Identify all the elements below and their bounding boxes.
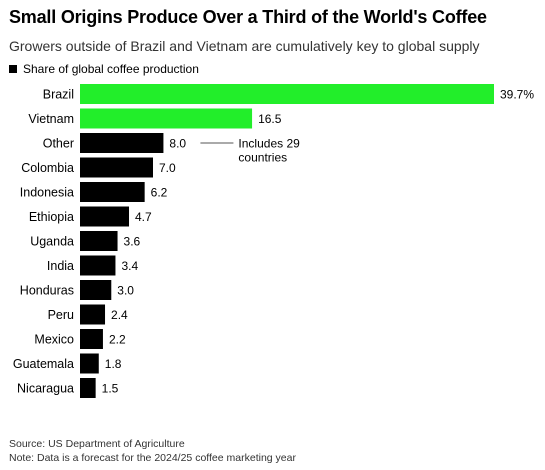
footer: Source: US Department of Agriculture Not… [9, 438, 296, 465]
value-label-other: 8.0 [169, 137, 186, 151]
category-label-guatemala: Guatemala [13, 357, 74, 371]
annotation-text: Includes 29 [238, 137, 300, 151]
value-label-uganda: 3.6 [124, 235, 141, 249]
annotation-text: countries [238, 151, 287, 165]
value-label-indonesia: 6.2 [151, 186, 168, 200]
value-label-colombia: 7.0 [159, 161, 176, 175]
category-label-mexico: Mexico [34, 333, 74, 347]
category-label-india: India [47, 259, 74, 273]
legend-label: Share of global coffee production [23, 62, 199, 76]
bar-nicaragua [80, 378, 96, 398]
bar-indonesia [80, 182, 145, 202]
bar-vietnam [80, 108, 253, 129]
category-label-vietnam: Vietnam [28, 112, 74, 126]
category-label-nicaragua: Nicaragua [17, 382, 74, 396]
value-label-mexico: 2.2 [109, 333, 126, 347]
legend: Share of global coffee production [9, 62, 199, 76]
chart-subtitle: Growers outside of Brazil and Vietnam ar… [9, 38, 480, 54]
chart-title: Small Origins Produce Over a Third of th… [9, 7, 487, 27]
bar-other [80, 133, 164, 153]
value-label-honduras: 3.0 [117, 284, 134, 298]
category-label-uganda: Uganda [30, 235, 74, 249]
category-label-brazil: Brazil [43, 88, 74, 102]
bar-brazil [80, 84, 494, 104]
category-label-other: Other [43, 137, 74, 151]
bar-uganda [80, 231, 118, 251]
value-label-ethiopia: 4.7 [135, 210, 152, 224]
bar-honduras [80, 280, 112, 300]
bar-guatemala [80, 353, 99, 374]
value-label-vietnam: 16.5 [258, 112, 282, 126]
category-label-ethiopia: Ethiopia [29, 210, 74, 224]
bar-chart: Brazil 39.7% Vietnam 16.5 Other 8.0 Includes 2… [13, 84, 534, 398]
value-label-nicaragua: 1.5 [102, 382, 119, 396]
value-label-guatemala: 1.8 [105, 357, 122, 371]
value-label-peru: 2.4 [111, 308, 128, 322]
category-label-honduras: Honduras [20, 284, 74, 298]
category-label-colombia: Colombia [21, 161, 74, 175]
value-label-india: 3.4 [121, 259, 138, 273]
value-label-brazil: 39.7% [500, 88, 534, 102]
bar-peru [80, 304, 106, 325]
bar-ethiopia [80, 206, 130, 227]
data-note: Note: Data is a forecast for the 2024/25… [9, 451, 296, 464]
bar-mexico [80, 329, 103, 349]
bar-colombia [80, 157, 153, 178]
bar-india [80, 255, 116, 276]
category-label-peru: Peru [48, 308, 74, 322]
source-note: Source: US Department of Agriculture [9, 438, 185, 450]
category-label-indonesia: Indonesia [20, 186, 74, 200]
legend-swatch [9, 65, 17, 73]
